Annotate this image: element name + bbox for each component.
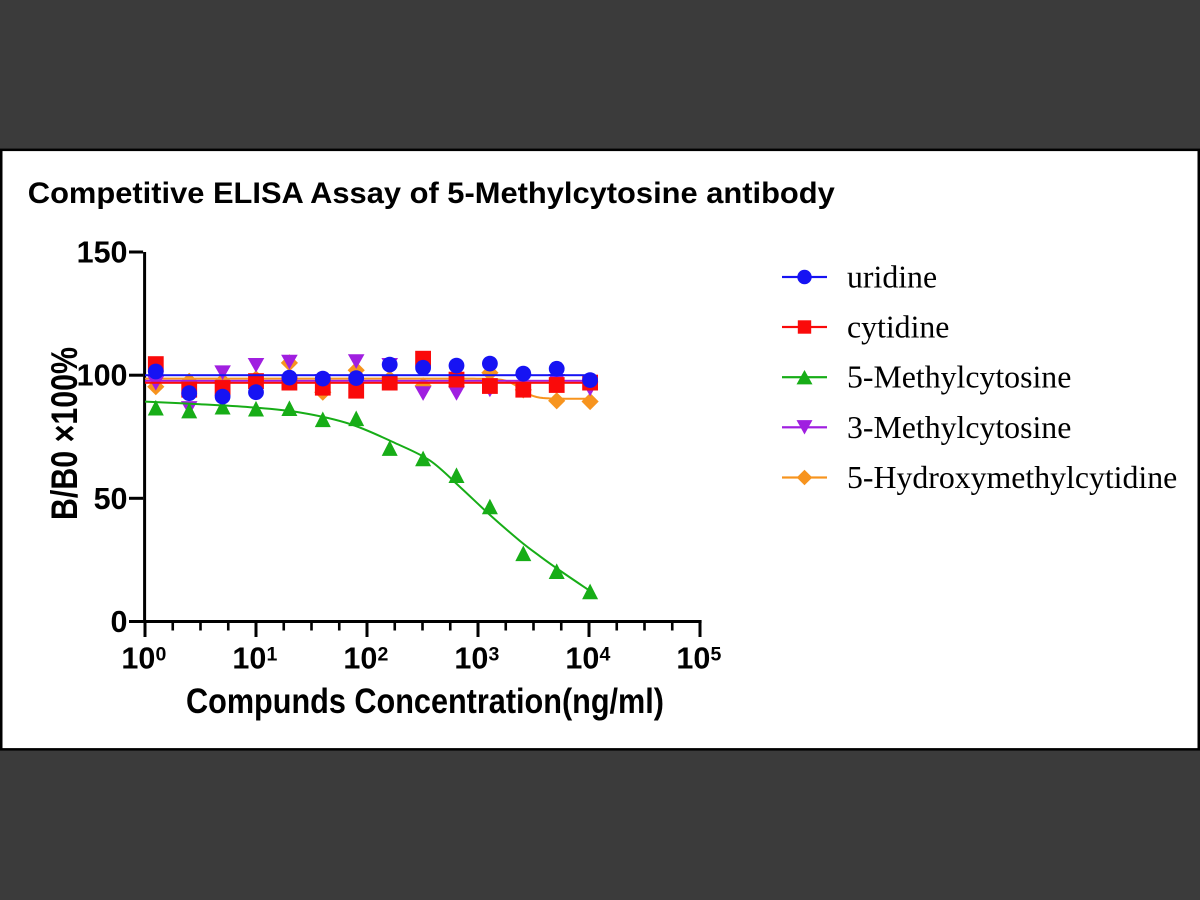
svg-text:5-Methylcytosine: 5-Methylcytosine — [847, 360, 1071, 395]
svg-text:150: 150 — [77, 236, 128, 270]
svg-text:0: 0 — [156, 643, 167, 665]
svg-text:10: 10 — [676, 642, 710, 676]
svg-text:5: 5 — [711, 643, 722, 665]
svg-text:4: 4 — [600, 643, 611, 665]
svg-text:100: 100 — [77, 359, 128, 393]
svg-text:10: 10 — [343, 642, 377, 676]
svg-text:50: 50 — [94, 482, 128, 516]
svg-text:3-Methylcytosine: 3-Methylcytosine — [847, 410, 1071, 445]
svg-text:0: 0 — [111, 605, 128, 639]
svg-text:10: 10 — [232, 642, 266, 676]
svg-text:3: 3 — [489, 643, 500, 665]
svg-text:10: 10 — [565, 642, 599, 676]
svg-text:2: 2 — [378, 643, 389, 665]
svg-text:1: 1 — [267, 643, 278, 665]
svg-text:Compunds Concentration(ng/ml): Compunds Concentration(ng/ml) — [186, 682, 664, 721]
svg-text:Competitive ELISA Assay of 5-M: Competitive ELISA Assay of 5-Methylcytos… — [28, 177, 836, 210]
svg-text:5-Hydroxymethylcytidine: 5-Hydroxymethylcytidine — [847, 460, 1177, 495]
svg-text:cytidine: cytidine — [847, 310, 949, 345]
svg-text:10: 10 — [454, 642, 488, 676]
svg-text:10: 10 — [121, 642, 155, 676]
svg-text:uridine: uridine — [847, 260, 937, 295]
svg-text:B/B0 ×100%: B/B0 ×100% — [44, 347, 85, 520]
